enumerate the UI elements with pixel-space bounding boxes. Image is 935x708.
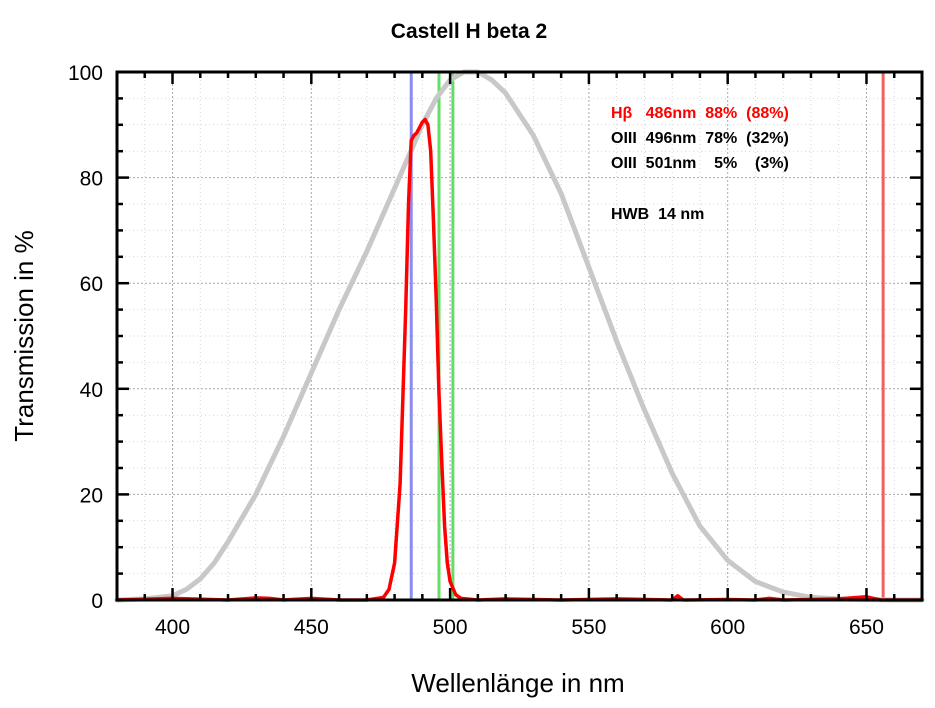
y-axis-label: Transmission in % [9, 230, 39, 441]
x-tick-label: 650 [849, 616, 884, 639]
y-tick-label: 100 [68, 62, 103, 85]
x-axis-label: Wellenlänge in nm [411, 668, 624, 698]
x-tick-label: 450 [294, 616, 329, 639]
legend-entry: HWB 14 nm [611, 206, 704, 223]
x-tick-label: 400 [155, 616, 190, 639]
x-axis-ticks: 400 450 500 550 600 650 [143, 72, 896, 639]
x-tick-label: 600 [710, 616, 745, 639]
legend-entry: OIII 501nm 5% (3%) [611, 155, 789, 172]
y-tick-label: 60 [80, 273, 103, 296]
y-tick-label: 40 [80, 379, 103, 402]
x-tick-label: 500 [433, 616, 468, 639]
legend-entry: OIII 496nm 78% (32%) [611, 130, 789, 147]
reference-lines [409, 72, 885, 600]
legend-annotations: Hβ 486nm 88% (88%) OIII 496nm 78% (32%) OI… [611, 105, 789, 223]
y-tick-label: 80 [80, 168, 103, 191]
chart-title: Castell H beta 2 [391, 20, 547, 43]
y-tick-label: 20 [80, 484, 103, 507]
legend-entry: Hβ 486nm 88% (88%) [611, 105, 789, 122]
y-axis-ticks: 0 20 40 60 80 100 [68, 62, 922, 613]
x-tick-label: 550 [571, 616, 606, 639]
y-tick-label: 0 [91, 590, 103, 613]
